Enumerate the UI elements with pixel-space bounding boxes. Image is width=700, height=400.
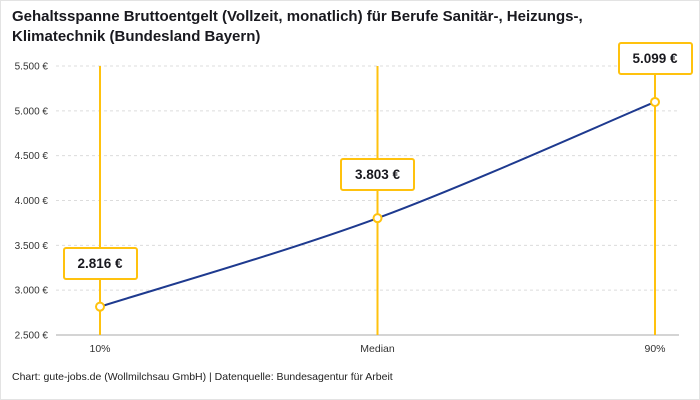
x-tick-label: 90% <box>644 343 665 355</box>
chart-source-attribution: Chart: gute-jobs.de (Wollmilchsau GmbH) … <box>12 371 393 383</box>
data-point-marker <box>95 301 105 312</box>
y-tick-label: 5.000 € <box>15 106 49 117</box>
value-label: 5.099 € <box>617 41 693 75</box>
x-tick-label: Median <box>360 343 395 355</box>
data-point-marker <box>372 213 383 224</box>
value-label: 3.803 € <box>340 158 416 192</box>
y-tick-label: 4.500 € <box>15 151 49 162</box>
data-point-marker <box>650 96 660 107</box>
y-tick-label: 4.000 € <box>15 196 49 207</box>
y-tick-label: 5.500 € <box>15 62 49 73</box>
y-tick-label: 3.000 € <box>15 286 49 297</box>
y-tick-label: 3.500 € <box>15 241 49 252</box>
chart-title: Gehaltsspanne Bruttoentgelt (Vollzeit, m… <box>12 8 583 45</box>
y-tick-label: 2.500 € <box>15 331 49 342</box>
value-label: 2.816 € <box>62 246 138 280</box>
x-tick-label: 10% <box>89 343 110 355</box>
